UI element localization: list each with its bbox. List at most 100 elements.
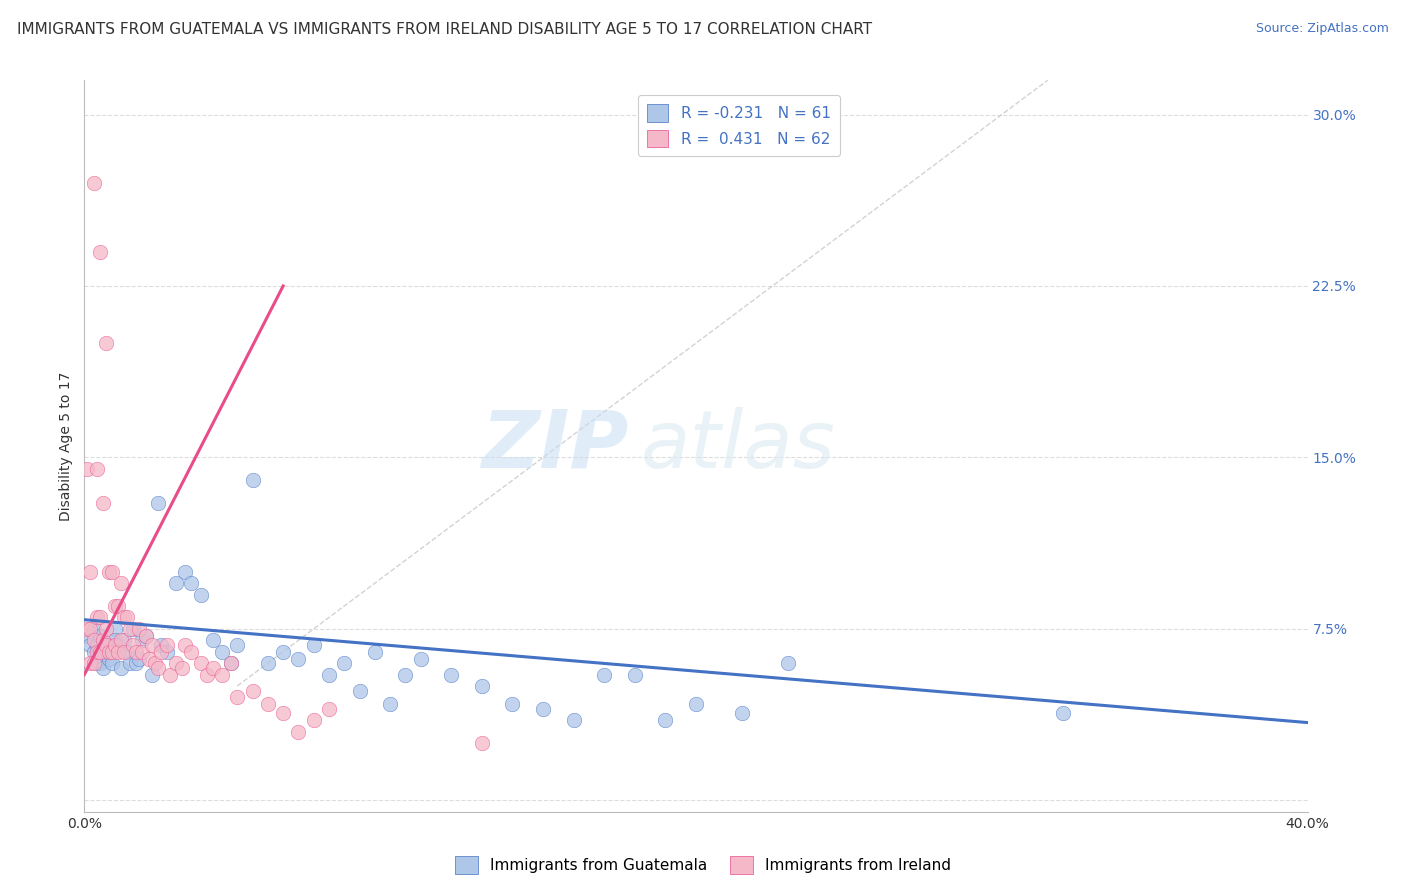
Point xyxy=(91,661,114,675)
Point xyxy=(394,667,416,681)
Point xyxy=(125,656,148,670)
Point xyxy=(174,638,197,652)
Point xyxy=(219,656,242,670)
Point xyxy=(302,714,325,728)
Point xyxy=(440,667,463,681)
Point xyxy=(101,656,124,670)
Point xyxy=(91,633,114,648)
Point xyxy=(287,651,309,665)
Point xyxy=(562,714,585,728)
Point xyxy=(172,661,194,675)
Point xyxy=(593,667,616,681)
Point xyxy=(731,706,754,721)
Point xyxy=(79,638,101,652)
Point xyxy=(97,638,120,652)
Point xyxy=(156,645,179,659)
Point xyxy=(83,656,105,670)
Point xyxy=(219,656,242,670)
Point xyxy=(195,667,218,681)
Point xyxy=(242,473,264,487)
Point xyxy=(141,638,163,652)
Point xyxy=(89,629,111,643)
Point xyxy=(94,645,117,659)
Point xyxy=(76,462,98,476)
Point xyxy=(143,656,166,670)
Point xyxy=(120,622,142,636)
Point xyxy=(107,599,129,613)
Point xyxy=(97,565,120,579)
Point xyxy=(79,656,101,670)
Point xyxy=(83,176,105,190)
Point xyxy=(112,633,135,648)
Point xyxy=(180,645,202,659)
Text: atlas: atlas xyxy=(641,407,835,485)
Point xyxy=(76,629,98,643)
Point xyxy=(364,645,387,659)
Point xyxy=(107,645,129,659)
Point xyxy=(211,667,233,681)
Point xyxy=(79,622,101,636)
Point xyxy=(97,645,120,659)
Point xyxy=(101,565,124,579)
Point xyxy=(104,638,127,652)
Point xyxy=(94,622,117,636)
Point xyxy=(110,661,132,675)
Point xyxy=(110,576,132,591)
Point xyxy=(302,638,325,652)
Point xyxy=(318,667,340,681)
Point xyxy=(156,638,179,652)
Point xyxy=(83,633,105,648)
Point xyxy=(128,651,150,665)
Point xyxy=(83,622,105,636)
Point xyxy=(654,714,676,728)
Point xyxy=(89,645,111,659)
Point xyxy=(180,576,202,591)
Point xyxy=(190,588,212,602)
Point xyxy=(89,610,111,624)
Point xyxy=(471,679,494,693)
Point xyxy=(86,656,108,670)
Point xyxy=(112,610,135,624)
Point xyxy=(101,645,124,659)
Point xyxy=(104,622,127,636)
Point xyxy=(86,638,108,652)
Point xyxy=(271,645,294,659)
Point xyxy=(165,576,187,591)
Point xyxy=(138,651,160,665)
Point xyxy=(471,736,494,750)
Point xyxy=(333,656,356,670)
Point xyxy=(201,661,224,675)
Point xyxy=(159,667,181,681)
Point xyxy=(1052,706,1074,721)
Point xyxy=(190,656,212,670)
Point xyxy=(287,724,309,739)
Point xyxy=(115,610,138,624)
Point xyxy=(91,496,114,510)
Point xyxy=(76,622,98,636)
Point xyxy=(112,645,135,659)
Text: Source: ZipAtlas.com: Source: ZipAtlas.com xyxy=(1256,22,1389,36)
Point xyxy=(409,651,432,665)
Point xyxy=(125,645,148,659)
Point xyxy=(115,645,138,659)
Point xyxy=(94,336,117,351)
Point xyxy=(149,638,172,652)
Point xyxy=(146,661,169,675)
Point xyxy=(624,667,647,681)
Point xyxy=(211,645,233,659)
Point xyxy=(104,599,127,613)
Point xyxy=(135,629,157,643)
Point xyxy=(94,638,117,652)
Point xyxy=(131,645,153,659)
Point xyxy=(89,656,111,670)
Point xyxy=(201,633,224,648)
Point xyxy=(89,244,111,259)
Point xyxy=(104,633,127,648)
Point xyxy=(131,633,153,648)
Point xyxy=(318,702,340,716)
Point xyxy=(97,651,120,665)
Point xyxy=(107,638,129,652)
Point xyxy=(380,698,402,712)
Text: ZIP: ZIP xyxy=(481,407,628,485)
Point xyxy=(141,667,163,681)
